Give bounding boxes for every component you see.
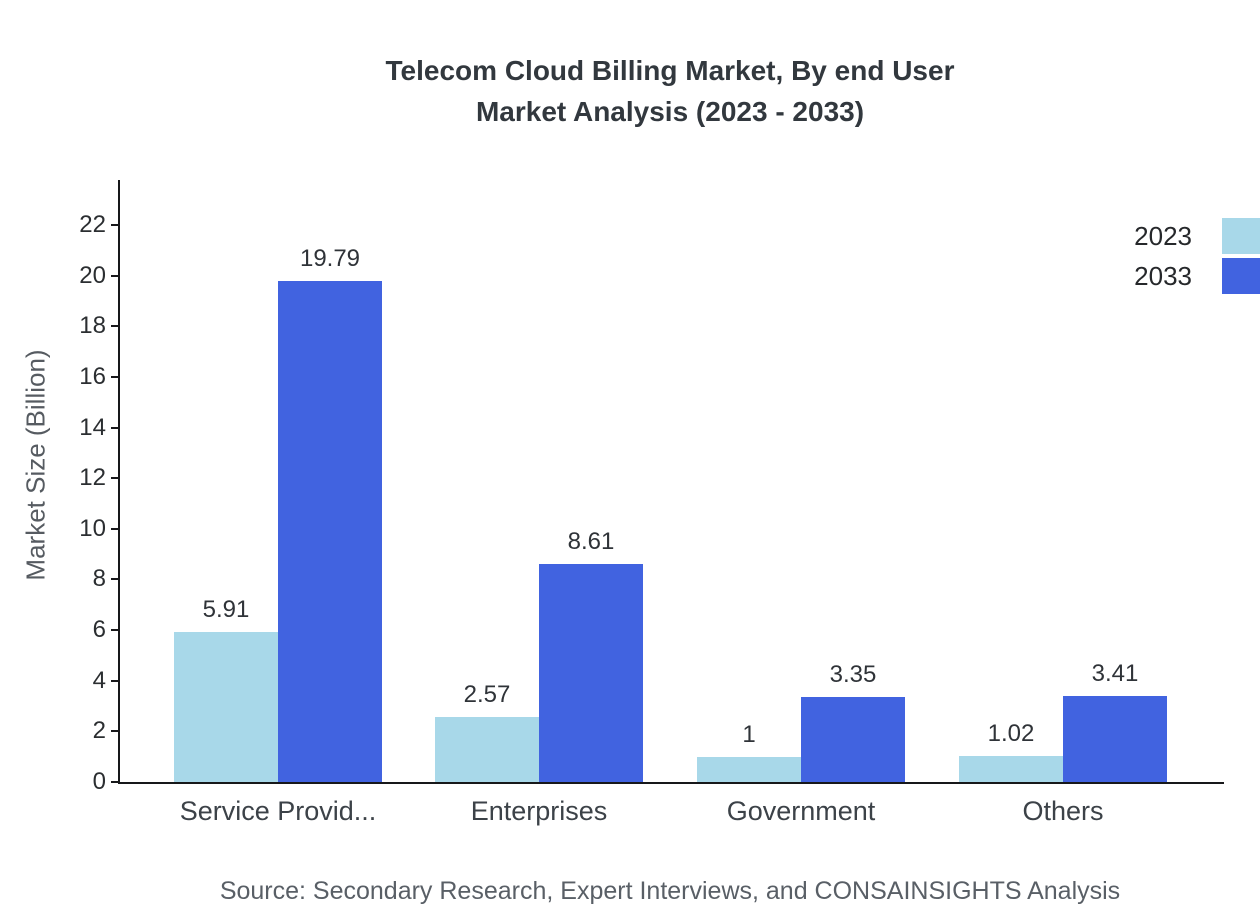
- value-label-2023-government: 1: [742, 720, 756, 748]
- y-tick-mark: [111, 629, 120, 632]
- bar-group-others: 1.02 3.41 Others: [959, 180, 1167, 826]
- y-tick-label: 2: [92, 717, 106, 745]
- legend-swatch-2023: [1222, 218, 1260, 254]
- bar-group-service-provid: 5.91 19.79 Service Provid...: [174, 180, 382, 826]
- bar-2033-government: [801, 697, 905, 782]
- y-tick-label: 6: [92, 616, 106, 644]
- bar-group-government: 1 3.35 Government: [697, 180, 905, 826]
- y-tick-mark: [111, 274, 120, 277]
- value-label-2023-others: 1.02: [987, 720, 1035, 748]
- y-tick-mark: [111, 781, 120, 783]
- y-tick-mark: [111, 224, 120, 226]
- x-tick-label-government: Government: [726, 796, 876, 826]
- y-tick-label: 0: [92, 768, 106, 795]
- plot-area: 0 2 4 6 8 10 12 14 16 18 20 22 5.91 19.79 Service Prov…: [79, 180, 1224, 826]
- y-tick-label: 16: [79, 362, 106, 390]
- y-tick-mark: [111, 527, 120, 530]
- bar-2023-enterprises: [435, 716, 539, 782]
- source-text: Source: Secondary Research, Expert Inter…: [219, 877, 1121, 905]
- y-tick-mark: [111, 375, 120, 378]
- y-tick-label: 18: [79, 312, 106, 340]
- y-tick-label: 14: [79, 413, 106, 441]
- y-tick-mark: [111, 679, 120, 682]
- legend-swatch-2033: [1222, 258, 1260, 294]
- x-tick-label-enterprises: Enterprises: [470, 796, 608, 826]
- value-label-2033-others: 3.41: [1091, 659, 1139, 687]
- bar-group-enterprises: 2.57 8.61 Enterprises: [435, 180, 643, 826]
- value-label-2023-enterprises: 2.57: [463, 680, 511, 708]
- legend-item-2033: 2033: [1050, 256, 1260, 296]
- y-tick-label: 4: [92, 666, 106, 694]
- bar-2023-others: [959, 756, 1063, 782]
- value-label-2023-service-provid: 5.91: [202, 596, 250, 624]
- y-tick-label: 12: [79, 464, 106, 492]
- legend-label-2033: 2033: [1134, 260, 1192, 291]
- legend-label-2023: 2023: [1134, 220, 1192, 251]
- bar-2033-enterprises: [539, 564, 643, 782]
- y-tick-label: 8: [92, 565, 106, 593]
- y-tick-mark: [111, 578, 120, 581]
- bar-2023-service-provid: [174, 632, 278, 782]
- y-tick-label: 10: [79, 514, 106, 542]
- y-axis-label: Market Size (Billion): [20, 349, 51, 581]
- chart-title: Telecom Cloud Billing Market, By end Use…: [118, 50, 1222, 132]
- chart-title-line2: Market Analysis (2023 - 2033): [475, 96, 865, 127]
- chart-title-line1: Telecom Cloud Billing Market, By end Use…: [385, 55, 955, 86]
- value-label-2033-enterprises: 8.61: [567, 528, 615, 556]
- x-tick-label-service-provid: Service Provid...: [179, 796, 377, 826]
- y-tick-mark: [111, 426, 120, 429]
- y-tick-mark: [111, 730, 120, 733]
- y-tick-mark: [111, 477, 120, 480]
- y-tick-label: 20: [79, 261, 106, 289]
- value-label-2033-service-provid: 19.79: [299, 244, 361, 272]
- bar-2033-service-provid: [278, 280, 382, 782]
- bar-2033-others: [1063, 695, 1167, 782]
- legend-item-2023: 2023: [1050, 216, 1260, 256]
- y-tick-label: 22: [79, 211, 106, 238]
- x-tick-label-others: Others: [1022, 796, 1104, 826]
- bar-2023-government: [697, 756, 801, 782]
- value-label-2033-government: 3.35: [829, 661, 877, 689]
- legend: 2023 2033: [1050, 216, 1260, 296]
- y-tick-mark: [111, 325, 120, 328]
